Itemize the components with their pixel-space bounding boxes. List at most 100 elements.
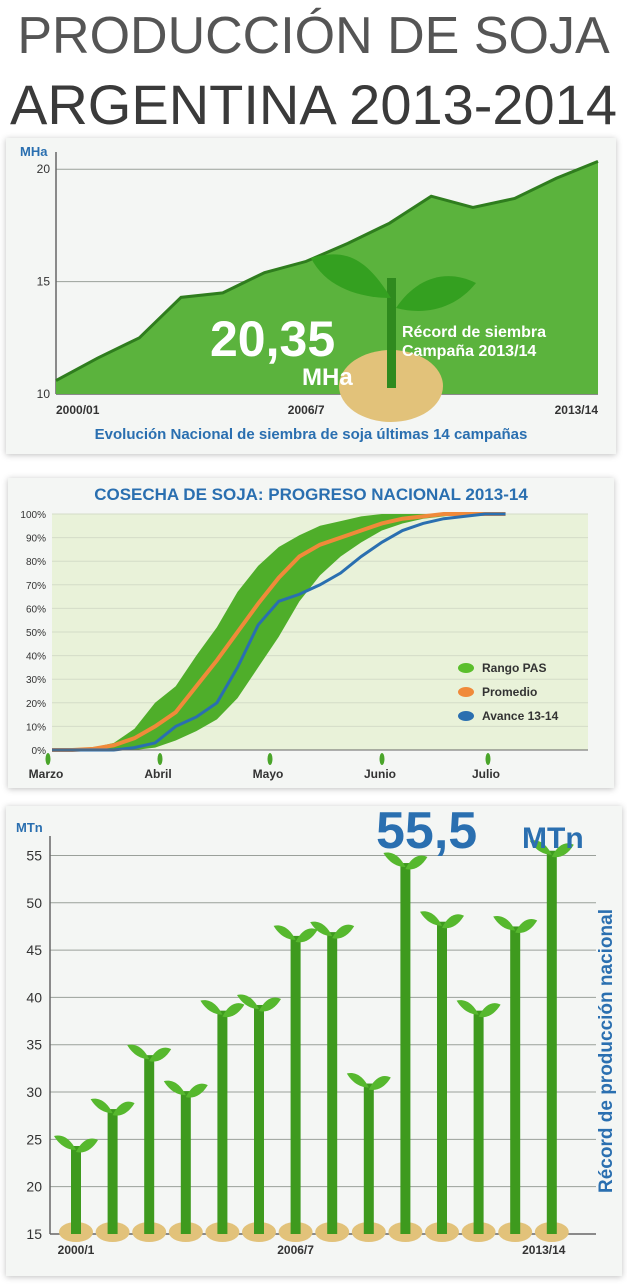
bar-leaf (405, 855, 428, 870)
legend-swatch (458, 711, 474, 721)
legend-label: Rango PAS (482, 661, 546, 675)
annotation-line-1: Récord de siembra (402, 324, 546, 341)
x-tick-label: 2013/14 (555, 403, 599, 417)
bar (71, 1145, 81, 1234)
bar-leaf (200, 1000, 223, 1015)
harvest-chart-panel: COSECHA DE SOJA: PROGRESO NACIONAL 2013-… (8, 478, 614, 788)
y-tick-label: 15 (37, 275, 51, 289)
legend-swatch (458, 687, 474, 697)
bar-leaf (346, 1073, 369, 1088)
month-sprout-icon (157, 753, 163, 765)
series-range-band (52, 514, 506, 750)
series-line-avance (52, 512, 506, 752)
legend-swatch (458, 663, 474, 673)
bar-leaf (237, 994, 259, 1009)
month-label: Marzo (29, 767, 64, 781)
x-tick-label: 2013/14 (522, 1243, 566, 1257)
production-bar-chart: MTn 15 20 25 30 35 40 45 50 55 2000/1 2006/7 2013/14… (16, 802, 617, 1257)
bar (327, 932, 338, 1234)
y-tick-label: 45 (26, 942, 42, 958)
month-label: Abril (144, 767, 171, 781)
month-sprout-icon (267, 753, 273, 765)
y-tick-label: 10% (26, 722, 46, 733)
month-sprout-icon (379, 753, 385, 765)
bar-leaf (185, 1083, 208, 1098)
bar (546, 850, 557, 1234)
bar-leaf (149, 1047, 172, 1062)
bar (254, 1004, 264, 1234)
sprout-icon (311, 254, 476, 422)
record-production-unit: MTn (522, 822, 584, 855)
y-tick-label: 40% (26, 652, 46, 663)
x-tick-label: 2000/1 (58, 1243, 95, 1257)
month-label: Julio (472, 767, 500, 781)
bar-leaf (529, 840, 552, 855)
y-tick-label: 80% (26, 557, 46, 568)
legend-label: Avance 13-14 (482, 709, 559, 723)
y-tick-label: 70% (26, 581, 46, 592)
bar-leaf (90, 1098, 113, 1114)
production-chart-panel: MTn 15 20 25 30 35 40 45 50 55 2000/1 2006/7 2013/14… (6, 802, 622, 1276)
y-tick-label: 40 (26, 989, 42, 1005)
record-area-unit: MHa (302, 364, 353, 391)
bar-leaf (515, 918, 538, 933)
legend-label: Promedio (482, 685, 537, 699)
bar (473, 1010, 484, 1234)
x-tick-label: 2006/7 (277, 1243, 314, 1257)
y-tick-label: 15 (26, 1226, 42, 1242)
bar-leaf (383, 852, 406, 868)
bar-leaf (332, 924, 355, 939)
y-axis-unit-label: MHa (20, 144, 48, 159)
sprout-leaf (311, 254, 391, 298)
y-tick-label: 50 (26, 895, 42, 911)
bar-leaf (54, 1135, 76, 1150)
bar-leaf (163, 1080, 186, 1096)
title-line-2: ARGENTINA 2013-2014 (10, 73, 617, 136)
series-line-promedio (52, 512, 506, 752)
bar-leaf (368, 1076, 391, 1091)
record-area-value: 20,35 (210, 311, 335, 367)
bar-leaf (493, 915, 516, 931)
bar (437, 921, 447, 1234)
y-tick-label: 20 (26, 1179, 42, 1195)
sprout-stem (387, 278, 396, 388)
record-production-caption: Récord de producción nacional (596, 909, 617, 1193)
bar-leaf (259, 997, 281, 1012)
month-label: Junio (364, 767, 396, 781)
y-tick-label: 100% (20, 510, 46, 521)
bar-leaf (76, 1138, 98, 1153)
bar (400, 863, 411, 1234)
bar-leaf (420, 911, 442, 926)
month-label: Mayo (253, 767, 284, 781)
month-sprout-icon (45, 753, 51, 765)
y-axis-unit-label: MTn (16, 820, 43, 835)
y-tick-label: 35 (26, 1037, 42, 1053)
bar (290, 935, 301, 1234)
bar (180, 1091, 191, 1234)
sowing-chart-panel: MHa 10 15 20 20,35 MHa Récord de siembra Campañ… (6, 138, 616, 454)
sprout-leaf (396, 276, 476, 311)
x-tick-label: 2006/7 (288, 403, 325, 417)
y-tick-label: 20 (37, 162, 51, 176)
y-tick-label: 60% (26, 604, 46, 615)
harvest-progress-chart: COSECHA DE SOJA: PROGRESO NACIONAL 2013-… (20, 485, 588, 781)
bar-leaf (112, 1101, 135, 1116)
chart-caption: Evolución Nacional de siembra de soja úl… (95, 426, 528, 443)
y-tick-label: 30 (26, 1084, 42, 1100)
y-tick-label: 25 (26, 1131, 42, 1147)
y-tick-label: 0% (32, 746, 47, 757)
bar (107, 1109, 118, 1234)
bar-leaf (478, 1003, 501, 1018)
bar-leaf (442, 914, 464, 929)
record-production-value: 55,5 (376, 806, 477, 860)
title-line-1: PRODUCCIÓN DE SOJA (17, 7, 610, 65)
area-line (55, 159, 599, 382)
annotation-line-2: Campaña 2013/14 (402, 343, 536, 360)
bar (363, 1083, 374, 1234)
month-sprout-icon (485, 753, 491, 765)
y-tick-label: 20% (26, 699, 46, 710)
x-tick-label: 2000/01 (56, 403, 100, 417)
y-tick-label: 90% (26, 534, 46, 545)
bar-leaf (127, 1044, 150, 1060)
